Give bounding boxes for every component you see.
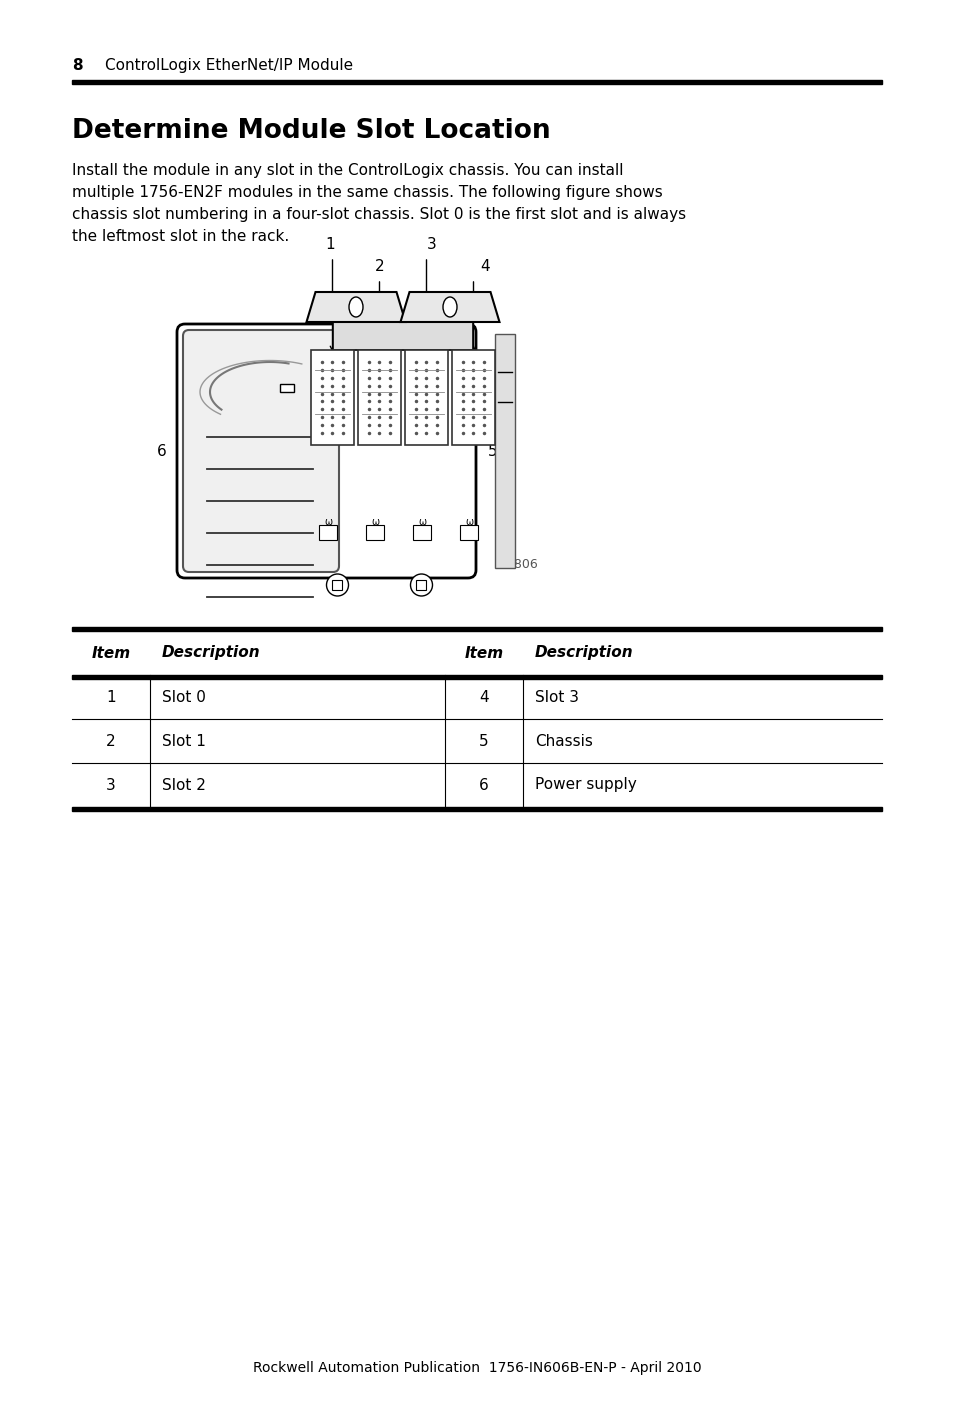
Bar	[459, 524, 477, 540]
Text: Item: Item	[464, 645, 503, 661]
Text: Chassis: Chassis	[535, 734, 592, 748]
Ellipse shape	[349, 297, 363, 316]
Text: Slot 1: Slot 1	[162, 734, 206, 748]
Text: 1: 1	[106, 689, 115, 704]
Text: chassis slot numbering in a four-slot chassis. Slot 0 is the first slot and is a: chassis slot numbering in a four-slot ch…	[71, 207, 685, 222]
Text: Power supply: Power supply	[535, 778, 636, 793]
Text: 5: 5	[478, 734, 488, 748]
Polygon shape	[306, 292, 405, 322]
Text: 8: 8	[71, 58, 83, 73]
Bar	[71, 807, 882, 810]
Bar	[495, 335, 515, 568]
Text: 6: 6	[478, 778, 488, 793]
Text: ω: ω	[371, 517, 378, 527]
Text: 5: 5	[488, 443, 497, 458]
Bar	[318, 524, 336, 540]
Text: Slot 3: Slot 3	[535, 689, 578, 704]
FancyBboxPatch shape	[177, 323, 476, 578]
FancyBboxPatch shape	[183, 330, 338, 572]
Text: the leftmost slot in the rack.: the leftmost slot in the rack.	[71, 229, 289, 245]
Text: 4: 4	[478, 689, 488, 704]
Text: 4: 4	[480, 259, 490, 274]
Bar	[311, 350, 354, 446]
Bar	[366, 524, 384, 540]
Text: multiple 1756-EN2F modules in the same chassis. The following figure shows: multiple 1756-EN2F modules in the same c…	[71, 186, 662, 200]
Text: ω: ω	[417, 517, 426, 527]
Text: ω: ω	[324, 517, 332, 527]
Circle shape	[326, 574, 348, 596]
Circle shape	[410, 574, 432, 596]
Bar	[413, 524, 431, 540]
Ellipse shape	[442, 297, 456, 316]
Bar	[280, 384, 294, 392]
Bar	[71, 627, 882, 631]
Text: Determine Module Slot Location: Determine Module Slot Location	[71, 118, 550, 143]
Text: ω: ω	[464, 517, 473, 527]
Text: 1: 1	[325, 238, 335, 252]
Bar	[405, 350, 448, 446]
Text: 2: 2	[375, 259, 384, 274]
Text: 3: 3	[426, 238, 436, 252]
Bar	[71, 80, 882, 84]
Text: Rockwell Automation Publication  1756-IN606B-EN-P - April 2010: Rockwell Automation Publication 1756-IN6…	[253, 1361, 700, 1375]
Bar	[333, 581, 342, 591]
Text: Slot 2: Slot 2	[162, 778, 206, 793]
Text: 6: 6	[157, 443, 167, 458]
Text: Item: Item	[91, 645, 131, 661]
Polygon shape	[400, 292, 499, 322]
Text: Description: Description	[162, 645, 260, 661]
Bar	[416, 581, 426, 591]
Bar	[333, 322, 473, 350]
Text: Description: Description	[535, 645, 633, 661]
Bar	[452, 350, 495, 446]
Bar	[357, 350, 400, 446]
Text: Slot 0: Slot 0	[162, 689, 206, 704]
Text: 3: 3	[106, 778, 115, 793]
Text: ControlLogix EtherNet/IP Module: ControlLogix EtherNet/IP Module	[105, 58, 353, 73]
Text: 20806: 20806	[497, 558, 537, 571]
Bar	[71, 675, 882, 679]
Text: Install the module in any slot in the ControlLogix chassis. You can install: Install the module in any slot in the Co…	[71, 163, 623, 179]
Text: 2: 2	[106, 734, 115, 748]
